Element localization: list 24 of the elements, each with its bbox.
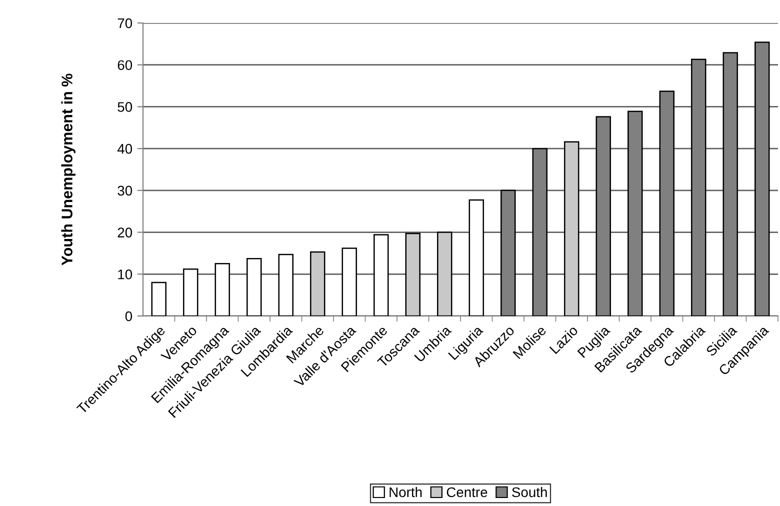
y-tick-label: 40 [117, 144, 132, 154]
y-tick-label: 70 [118, 18, 132, 28]
bar [437, 232, 452, 316]
bar [342, 248, 357, 316]
legend-label: Centre [446, 487, 488, 498]
y-tick-label: 0 [125, 311, 132, 322]
y-tick-label: 30 [118, 186, 132, 196]
legend-label: South [512, 486, 547, 498]
bar [214, 263, 230, 316]
bar [468, 199, 484, 316]
bar [564, 141, 580, 316]
bar [310, 251, 326, 316]
y-tick-label: 10 [118, 269, 132, 280]
legend-label: North [390, 486, 422, 498]
bar [405, 232, 420, 316]
bar [246, 258, 262, 316]
bar [183, 268, 198, 316]
y-axis-title: Youth Unemployment in % [61, 74, 76, 266]
y-tick-label: 60 [118, 60, 132, 70]
y-tick-label: 50 [118, 102, 132, 112]
bar [374, 234, 389, 316]
bar [151, 282, 166, 316]
y-tick-label: 20 [118, 228, 132, 238]
bar [278, 254, 294, 316]
